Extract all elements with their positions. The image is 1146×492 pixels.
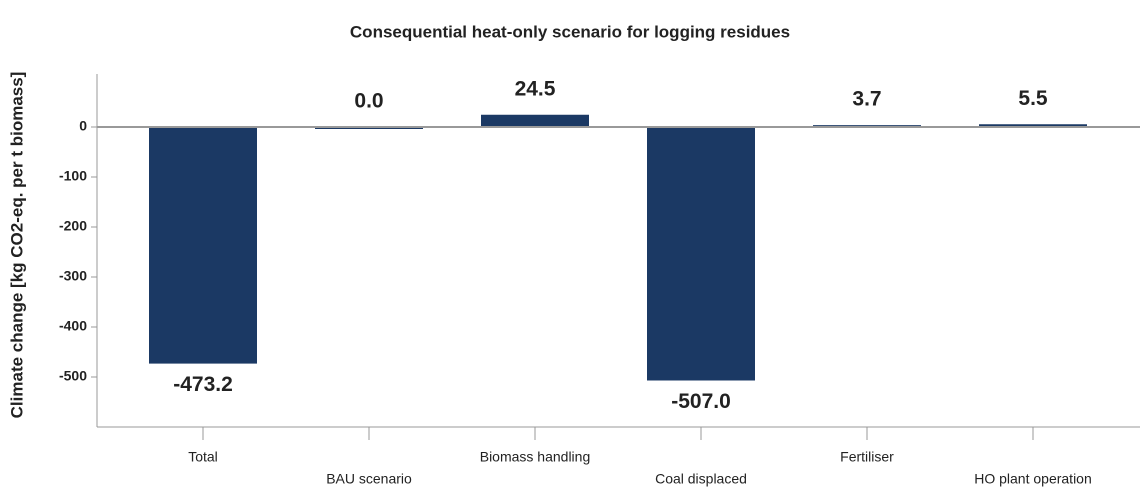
x-tick-label: Biomass handling xyxy=(480,449,591,465)
value-label: 3.7 xyxy=(852,88,881,111)
bar xyxy=(979,124,1087,127)
x-tick-label: BAU scenario xyxy=(326,471,412,487)
bar xyxy=(647,127,755,381)
bar xyxy=(149,127,257,364)
value-label: -507.0 xyxy=(671,390,731,413)
y-tick-label: -200 xyxy=(59,218,87,234)
value-label: 5.5 xyxy=(1018,87,1048,110)
chart-title: Consequential heat-only scenario for log… xyxy=(350,22,790,41)
y-tick-label: 0 xyxy=(79,118,87,134)
y-tick-label: -300 xyxy=(59,268,87,284)
value-label: 0.0 xyxy=(354,90,383,113)
y-tick-label: -100 xyxy=(59,168,87,184)
value-label: -473.2 xyxy=(173,373,233,396)
x-tick-label: Fertiliser xyxy=(840,449,894,465)
x-tick-label: Total xyxy=(188,449,218,465)
value-label: 24.5 xyxy=(515,77,556,100)
y-tick-label: -400 xyxy=(59,318,87,334)
y-axis-label: Climate change [kg CO2-eq. per t biomass… xyxy=(7,72,26,419)
bar xyxy=(481,114,589,127)
y-tick-label: -500 xyxy=(59,368,87,384)
x-tick-label: Coal displaced xyxy=(655,471,747,487)
x-tick-label: HO plant operation xyxy=(974,471,1092,487)
